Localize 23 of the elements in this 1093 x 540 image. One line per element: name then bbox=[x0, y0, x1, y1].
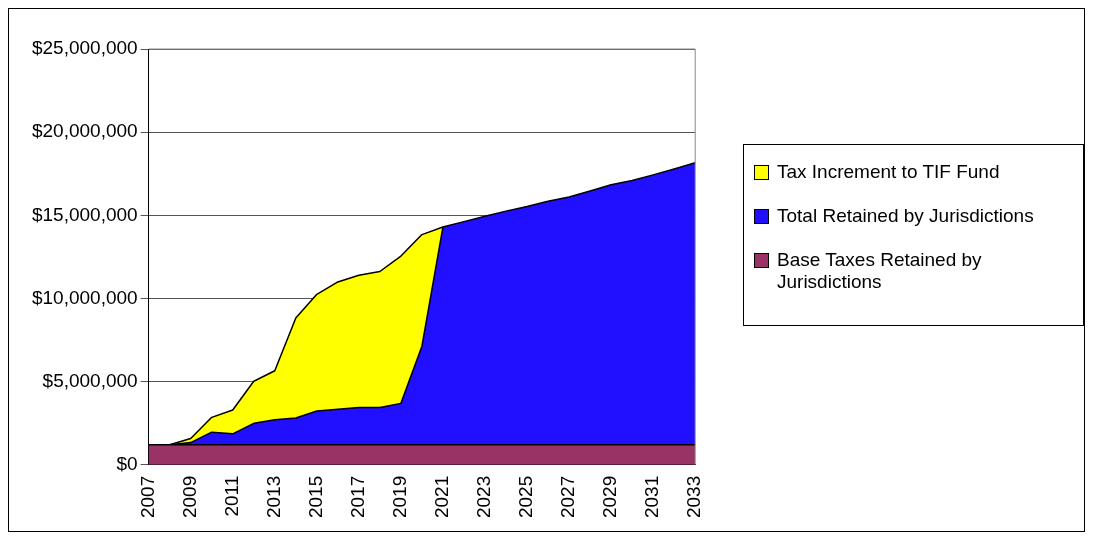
x-tick-label: 2019 bbox=[389, 475, 411, 519]
legend-label: Tax Increment to TIF Fund bbox=[777, 161, 1000, 183]
x-tick-label: 2029 bbox=[599, 475, 621, 519]
y-tick-label: $10,000,000 bbox=[31, 286, 138, 308]
y-tick-label: $25,000,000 bbox=[31, 37, 138, 59]
x-tick-label: 2013 bbox=[263, 475, 285, 519]
legend-label: Base Taxes Retained by Jurisdictions bbox=[777, 249, 983, 293]
x-tick-label: 2021 bbox=[431, 475, 453, 519]
y-tick-label: $0 bbox=[116, 452, 138, 474]
x-tick-label: 2033 bbox=[683, 475, 705, 519]
x-tick-label: 2017 bbox=[347, 475, 369, 519]
x-tick-label: 2023 bbox=[473, 475, 495, 519]
y-tick-label: $15,000,000 bbox=[31, 203, 138, 225]
x-tick-label: 2027 bbox=[557, 475, 579, 519]
x-tick-label: 2007 bbox=[136, 475, 158, 519]
x-tick-label: 2025 bbox=[515, 475, 537, 519]
x-tick-label: 2009 bbox=[178, 475, 200, 519]
y-tick-label: $20,000,000 bbox=[31, 120, 138, 142]
x-tick-label: 2011 bbox=[220, 475, 242, 517]
legend-label: Total Retained by Jurisdictions bbox=[777, 205, 1034, 227]
y-tick-label: $5,000,000 bbox=[42, 369, 138, 391]
x-tick-label: 2015 bbox=[305, 475, 327, 519]
x-tick-label: 2031 bbox=[641, 475, 663, 519]
